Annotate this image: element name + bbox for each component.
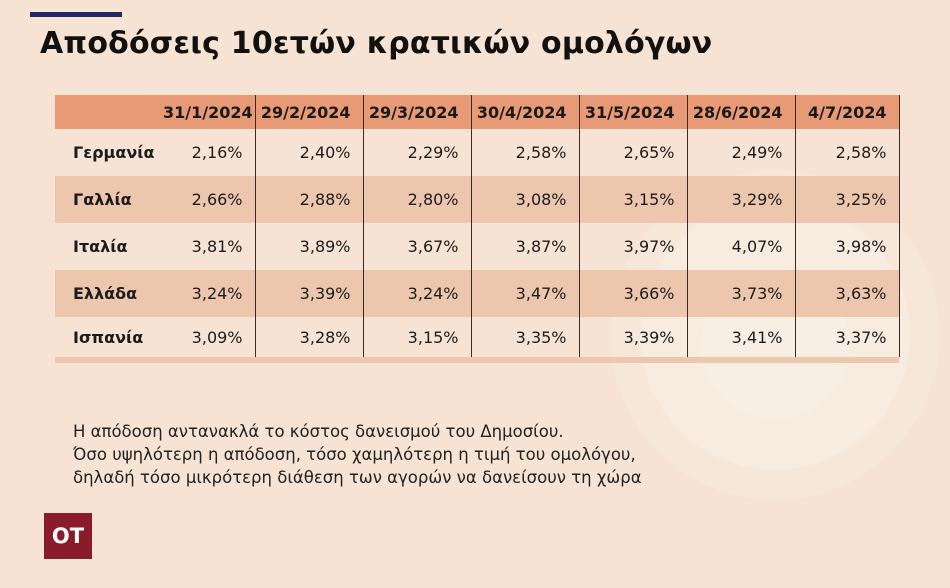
table-cell: 3,63% bbox=[795, 270, 900, 317]
table-cell: 3,98% bbox=[795, 223, 900, 270]
table-row: Γαλλία 2,66% 2,88% 2,80% 3,08% 3,15% 3,2… bbox=[55, 176, 900, 223]
note-line: δηλαδή τόσο μικρότερη διάθεση των αγορών… bbox=[73, 468, 642, 487]
accent-bar bbox=[30, 12, 122, 17]
table-cell: 3,29% bbox=[687, 176, 796, 223]
bond-yield-table: 31/1/2024 29/2/2024 29/3/2024 30/4/2024 … bbox=[55, 95, 900, 363]
table-cell: 3,41% bbox=[687, 317, 796, 357]
table-bottom-strip bbox=[55, 357, 899, 363]
table-cell: 4,07% bbox=[687, 223, 796, 270]
note-line: Η απόδοση αντανακλά το κόστος δανεισμού … bbox=[73, 422, 564, 441]
table-cell: 3,35% bbox=[471, 317, 580, 357]
row-label: Ιταλία bbox=[73, 237, 128, 256]
column-header: 31/5/2024 bbox=[579, 95, 688, 129]
column-header: 30/4/2024 bbox=[471, 95, 580, 129]
table-cell: 3,39% bbox=[255, 270, 364, 317]
table-cell: 3,09% bbox=[163, 317, 256, 357]
table-row: Γερμανία 2,16% 2,40% 2,29% 2,58% 2,65% 2… bbox=[55, 129, 900, 176]
table-cell: 2,80% bbox=[363, 176, 472, 223]
table-cell: 2,66% bbox=[163, 176, 256, 223]
column-header: 31/1/2024 bbox=[163, 95, 256, 129]
table-row: Ισπανία 3,09% 3,28% 3,15% 3,35% 3,39% 3,… bbox=[55, 317, 900, 357]
table-cell: 3,47% bbox=[471, 270, 580, 317]
table-cell: 3,15% bbox=[579, 176, 688, 223]
table-cell: 3,89% bbox=[255, 223, 364, 270]
table-row: Ιταλία 3,81% 3,89% 3,67% 3,87% 3,97% 4,0… bbox=[55, 223, 900, 270]
table-cell: 3,25% bbox=[795, 176, 900, 223]
row-label: Γερμανία bbox=[73, 143, 155, 162]
table-cell: 3,37% bbox=[795, 317, 900, 357]
note-line: Όσο υψηλότερη η απόδοση, τόσο χαμηλότερη… bbox=[73, 445, 636, 464]
table-cell: 2,58% bbox=[795, 129, 900, 176]
table-cell: 2,88% bbox=[255, 176, 364, 223]
row-label: Ελλάδα bbox=[55, 270, 163, 317]
table-cell: 3,73% bbox=[687, 270, 796, 317]
explanatory-note: Η απόδοση αντανακλά το κόστος δανεισμού … bbox=[73, 420, 642, 489]
column-header: 4/7/2024 bbox=[795, 95, 900, 129]
table-cell: 3,28% bbox=[255, 317, 364, 357]
header-corner bbox=[55, 95, 163, 129]
table-row: Ελλάδα 3,24% 3,39% 3,24% 3,47% 3,66% 3,7… bbox=[55, 270, 900, 317]
table-cell: 2,49% bbox=[687, 129, 796, 176]
table-cell: 3,81% bbox=[163, 223, 256, 270]
table-cell: 3,87% bbox=[471, 223, 580, 270]
table-cell: 2,40% bbox=[255, 129, 364, 176]
table-cell: 3,66% bbox=[579, 270, 688, 317]
table-cell: 2,65% bbox=[579, 129, 688, 176]
row-label: Ισπανία bbox=[73, 327, 144, 347]
table-cell: 2,58% bbox=[471, 129, 580, 176]
table-cell: 3,15% bbox=[363, 317, 472, 357]
table-cell: 3,24% bbox=[163, 270, 256, 317]
page-title: Αποδόσεις 10ετών κρατικών ομολόγων bbox=[40, 26, 713, 61]
table-cell: 2,29% bbox=[363, 129, 472, 176]
table-cell: 2,16% bbox=[163, 129, 256, 176]
table-cell: 3,08% bbox=[471, 176, 580, 223]
table-cell: 3,39% bbox=[579, 317, 688, 357]
column-header: 28/6/2024 bbox=[687, 95, 796, 129]
table-cell: 3,24% bbox=[363, 270, 472, 317]
column-header: 29/3/2024 bbox=[363, 95, 472, 129]
table-header-row: 31/1/2024 29/2/2024 29/3/2024 30/4/2024 … bbox=[55, 95, 900, 129]
column-header: 29/2/2024 bbox=[255, 95, 364, 129]
row-label: Γαλλία bbox=[55, 176, 163, 223]
ot-logo: ΟΤ bbox=[44, 513, 92, 559]
table-cell: 3,67% bbox=[363, 223, 472, 270]
table-cell: 3,97% bbox=[579, 223, 688, 270]
